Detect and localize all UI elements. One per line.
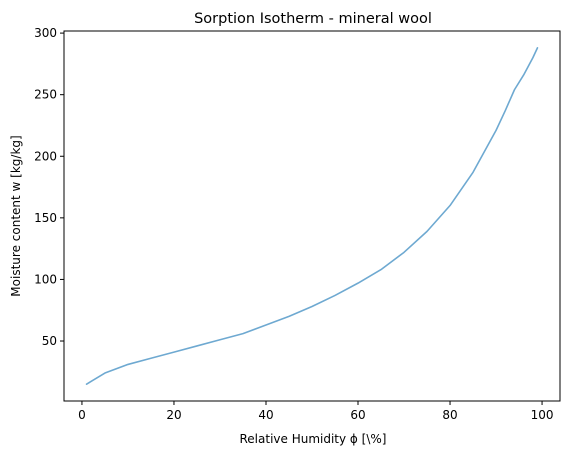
x-tick-label: 40	[258, 408, 273, 422]
x-tick-label: 80	[442, 408, 457, 422]
y-tick-label: 200	[34, 149, 57, 163]
y-tick-label: 150	[34, 211, 57, 225]
plot-frame	[63, 30, 561, 402]
series-line-0	[85, 47, 539, 385]
y-tick-label: 50	[42, 334, 57, 348]
x-tick-label: 100	[531, 408, 554, 422]
x-tick-label: 20	[166, 408, 181, 422]
y-tick-label: 300	[34, 26, 57, 40]
x-tick-label: 0	[78, 408, 86, 422]
y-tick-label: 100	[34, 272, 57, 286]
y-axis-ticks: 50 100 150 200 250 300	[34, 26, 64, 348]
x-tick-label: 60	[350, 408, 365, 422]
chart-title: Sorption Isotherm - mineral wool	[194, 11, 432, 27]
y-tick-label: 250	[34, 88, 57, 102]
x-axis-ticks: 0 20 40 60 80 100	[78, 401, 554, 422]
plot-area	[85, 47, 539, 385]
x-axis-label: Relative Humidity ϕ [\%]	[240, 432, 387, 446]
y-axis-label: Moisture content w [kg/kg]	[9, 135, 23, 296]
